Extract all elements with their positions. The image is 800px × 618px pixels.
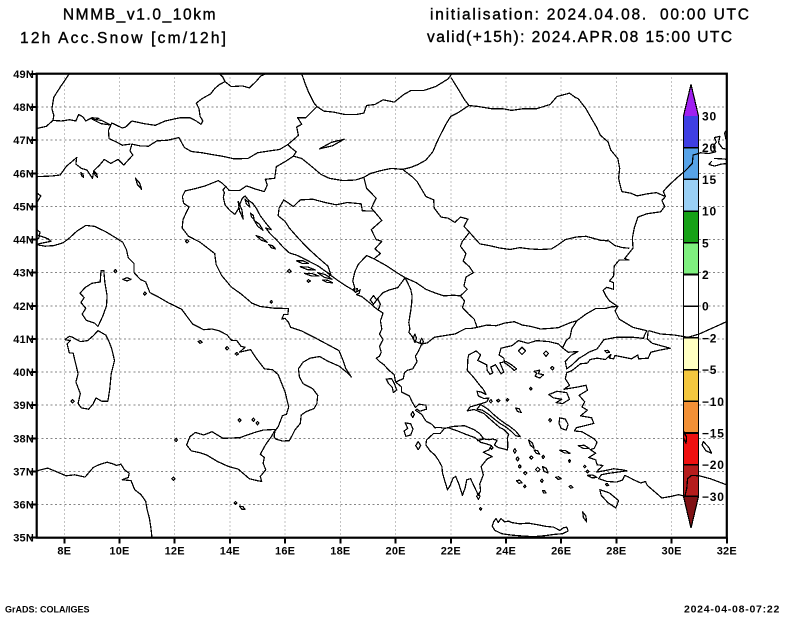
svg-text:38N: 38N <box>13 433 34 445</box>
svg-text:5: 5 <box>702 236 709 250</box>
svg-text:14E: 14E <box>220 546 240 558</box>
svg-text:−2: −2 <box>702 331 717 345</box>
svg-text:initialisation: 2024.04.08. 0: initialisation: 2024.04.08. 00:00 UTC <box>430 7 751 24</box>
svg-text:12h Acc.Snow [cm/12h]: 12h Acc.Snow [cm/12h] <box>20 30 228 47</box>
svg-text:−10: −10 <box>702 395 725 409</box>
svg-text:49N: 49N <box>13 69 34 81</box>
svg-text:41N: 41N <box>13 334 34 346</box>
svg-text:GrADS: COLA/IGES: GrADS: COLA/IGES <box>5 605 90 615</box>
svg-text:39N: 39N <box>13 400 34 412</box>
svg-text:43N: 43N <box>13 268 34 280</box>
svg-text:18E: 18E <box>330 546 350 558</box>
svg-text:10: 10 <box>702 205 717 219</box>
svg-text:42N: 42N <box>13 301 34 313</box>
svg-text:20E: 20E <box>386 546 406 558</box>
svg-text:30E: 30E <box>662 546 682 558</box>
svg-text:16E: 16E <box>275 546 295 558</box>
svg-text:8E: 8E <box>57 546 71 558</box>
svg-text:44N: 44N <box>13 235 34 247</box>
svg-text:32E: 32E <box>717 546 737 558</box>
svg-text:40N: 40N <box>13 367 34 379</box>
svg-text:NMMB_v1.0_10km: NMMB_v1.0_10km <box>63 7 217 24</box>
svg-text:valid(+15h): 2024.APR.08 15:00: valid(+15h): 2024.APR.08 15:00 UTC <box>427 29 734 46</box>
svg-text:35N: 35N <box>13 533 34 545</box>
svg-text:46N: 46N <box>13 168 34 180</box>
svg-text:−5: −5 <box>702 363 717 377</box>
svg-text:2: 2 <box>702 268 709 282</box>
svg-text:12E: 12E <box>165 546 185 558</box>
svg-text:47N: 47N <box>13 135 34 147</box>
svg-text:48N: 48N <box>13 102 34 114</box>
svg-text:30: 30 <box>702 110 717 124</box>
svg-text:−15: −15 <box>702 427 725 441</box>
svg-text:28E: 28E <box>606 546 626 558</box>
svg-text:37N: 37N <box>13 467 34 479</box>
svg-text:−20: −20 <box>702 458 725 472</box>
svg-text:15: 15 <box>702 173 717 187</box>
svg-text:20: 20 <box>702 141 717 155</box>
svg-text:22E: 22E <box>441 546 461 558</box>
svg-text:0: 0 <box>702 300 709 314</box>
svg-text:45N: 45N <box>13 202 34 214</box>
svg-text:10E: 10E <box>109 546 129 558</box>
svg-text:24E: 24E <box>496 546 516 558</box>
svg-text:−30: −30 <box>702 490 725 504</box>
svg-text:2024-04-08-07:22: 2024-04-08-07:22 <box>684 604 780 616</box>
svg-text:36N: 36N <box>13 500 34 512</box>
svg-text:26E: 26E <box>551 546 571 558</box>
